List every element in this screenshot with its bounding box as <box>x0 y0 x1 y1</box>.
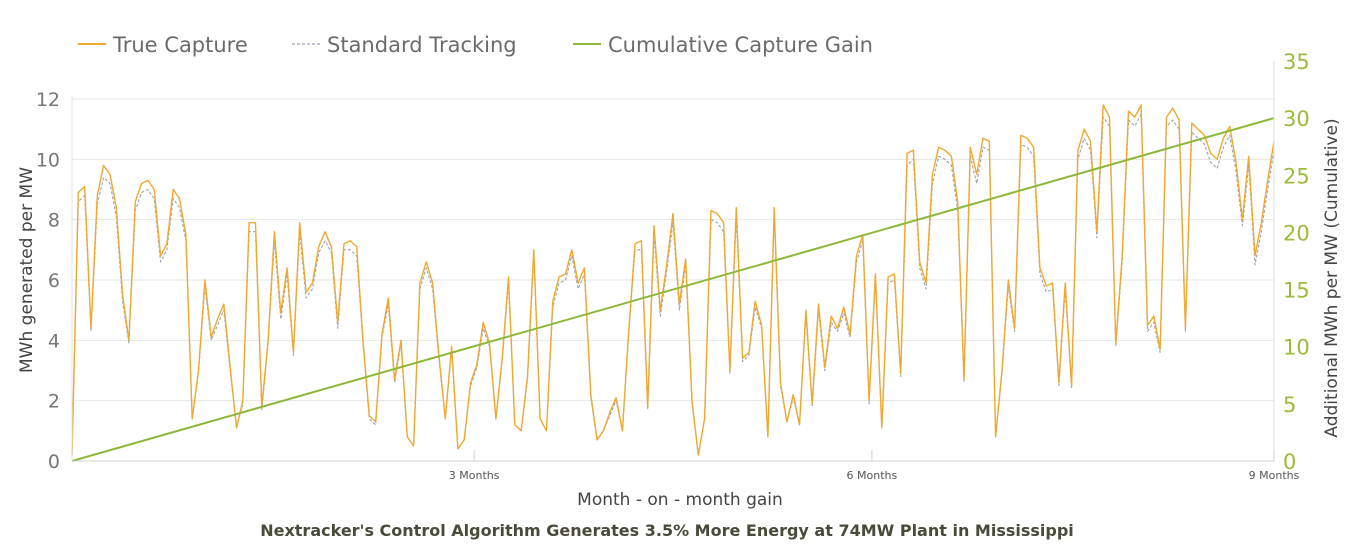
legend-label: Standard Tracking <box>327 33 517 57</box>
y-right-tick-label: 0 <box>1283 450 1296 474</box>
series-line-true-capture <box>71 104 1275 456</box>
y-right-tick-label: 15 <box>1283 279 1310 303</box>
y-axis-left-label: MWh generated per MW <box>17 167 37 373</box>
x-tick-label: 3 Months <box>449 469 500 482</box>
series-line-cumulative-capture-gain <box>71 117 1275 462</box>
y-right-tick-label: 10 <box>1283 336 1310 360</box>
y-left-tick-label: 8 <box>48 210 60 232</box>
series-line-standard-tracking <box>71 113 1275 456</box>
y-right-tick-label: 5 <box>1283 393 1296 417</box>
x-tick-label: 9 Months <box>1249 469 1300 482</box>
y-right-tick-label: 20 <box>1283 221 1310 245</box>
gridlines <box>72 98 1274 402</box>
y-right-tick-label: 30 <box>1283 107 1310 131</box>
y-left-tick-label: 0 <box>48 451 60 473</box>
plot-area <box>71 104 1275 462</box>
y-left-tick-label: 2 <box>48 391 60 413</box>
y-axis-right-label: Additional MWh per MW (Cumulative) <box>1322 118 1342 437</box>
y-left-tick-label: 4 <box>48 330 60 352</box>
y-right-tick-label: 25 <box>1283 164 1310 188</box>
axes: 0 2 4 6 8 10 12 0 5 10 15 20 25 30 35 3 Months 6 Months 9… <box>36 50 1310 482</box>
chart-title: Nextracker's Control Algorithm Generates… <box>260 521 1074 540</box>
x-tick-label: 6 Months <box>847 469 898 482</box>
x-axis-label: Month - on - month gain <box>577 490 783 510</box>
legend-label: True Capture <box>112 33 248 57</box>
y-left-tick-label: 10 <box>36 149 60 171</box>
legend-label: Cumulative Capture Gain <box>608 33 873 57</box>
legend: True Capture Standard Tracking Cumulative … <box>78 33 873 57</box>
y-left-tick-label: 12 <box>36 89 60 111</box>
y-left-tick-label: 6 <box>48 270 60 292</box>
y-right-tick-label: 35 <box>1283 50 1310 74</box>
